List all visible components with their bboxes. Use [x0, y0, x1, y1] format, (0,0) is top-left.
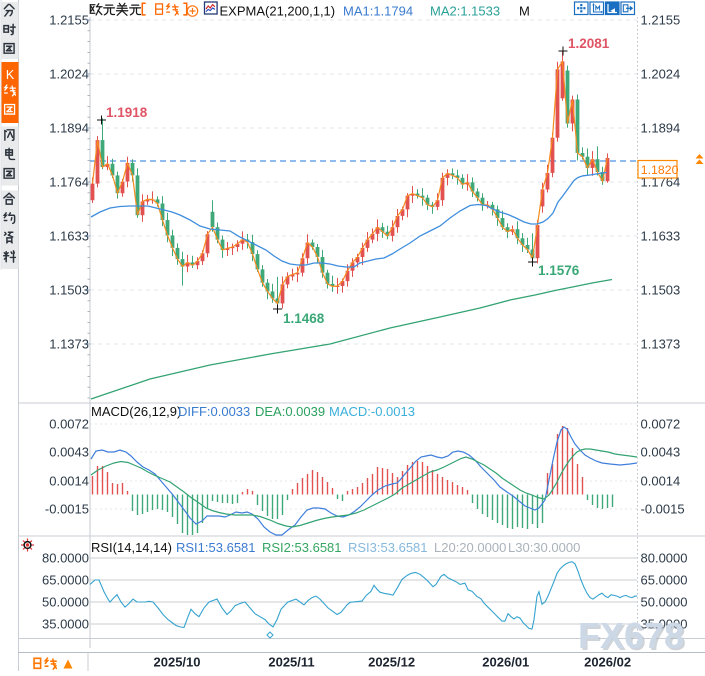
svg-text:L30:30.0000: L30:30.0000: [508, 540, 580, 555]
svg-text:1.1373: 1.1373: [641, 337, 681, 352]
svg-text:1.1918: 1.1918: [106, 105, 148, 120]
svg-text:1.1503: 1.1503: [49, 283, 89, 298]
svg-text:EXPMA(21,200,1,1): EXPMA(21,200,1,1): [220, 4, 336, 19]
svg-text:DEA:0.0039: DEA:0.0039: [255, 404, 325, 419]
svg-text:1.1894: 1.1894: [49, 121, 89, 136]
svg-text:1.1633: 1.1633: [641, 229, 681, 244]
svg-text:MA2:1.1533: MA2:1.1533: [430, 4, 500, 19]
svg-text:1.1576: 1.1576: [538, 263, 580, 278]
svg-text:1.2024: 1.2024: [641, 67, 681, 82]
svg-text:0.0043: 0.0043: [641, 445, 681, 460]
svg-text:RSI1:53.6581: RSI1:53.6581: [176, 540, 256, 555]
svg-text:1.1820: 1.1820: [641, 163, 679, 177]
svg-text:1.1764: 1.1764: [49, 175, 89, 190]
svg-text:K: K: [6, 68, 15, 82]
svg-text:1.2155: 1.2155: [641, 13, 681, 28]
svg-text:65.0000: 65.0000: [641, 573, 688, 588]
svg-text:0.0014: 0.0014: [641, 474, 681, 489]
svg-text:80.0000: 80.0000: [42, 551, 89, 566]
svg-text:RSI(14,14,14): RSI(14,14,14): [91, 540, 172, 555]
svg-text:1.2081: 1.2081: [568, 36, 610, 51]
svg-text:2026/01: 2026/01: [482, 655, 529, 670]
svg-text:DIFF:0.0033: DIFF:0.0033: [178, 404, 250, 419]
svg-text:RSI3:53.6581: RSI3:53.6581: [348, 540, 428, 555]
svg-text:0.0014: 0.0014: [49, 474, 89, 489]
svg-text:1.1633: 1.1633: [49, 229, 89, 244]
svg-text:1.1503: 1.1503: [641, 283, 681, 298]
svg-text:2025/10: 2025/10: [154, 655, 201, 670]
svg-text:L20:20.0000: L20:20.0000: [434, 540, 506, 555]
svg-text:1.1894: 1.1894: [641, 121, 681, 136]
svg-text:MACD:-0.0013: MACD:-0.0013: [329, 404, 415, 419]
svg-text:35.0000: 35.0000: [641, 617, 688, 632]
svg-text:1.1373: 1.1373: [49, 337, 89, 352]
svg-text:1.2155: 1.2155: [49, 13, 89, 28]
svg-text:MACD(26,12,9): MACD(26,12,9): [91, 404, 181, 419]
svg-text:0.0072: 0.0072: [49, 417, 89, 432]
svg-text:MA1:1.1794: MA1:1.1794: [343, 4, 413, 19]
svg-text:80.0000: 80.0000: [641, 551, 688, 566]
svg-text:FX678: FX678: [580, 617, 686, 658]
svg-text:-0.0015: -0.0015: [45, 502, 89, 517]
svg-text:35.0000: 35.0000: [42, 617, 89, 632]
svg-text:2026/02: 2026/02: [584, 655, 631, 670]
svg-text:50.0000: 50.0000: [42, 595, 89, 610]
svg-text:-0.0015: -0.0015: [641, 502, 685, 517]
svg-text:50.0000: 50.0000: [641, 595, 688, 610]
svg-text:65.0000: 65.0000: [42, 573, 89, 588]
svg-text:1.2024: 1.2024: [49, 67, 89, 82]
svg-text:0.0043: 0.0043: [49, 445, 89, 460]
svg-text:0.0072: 0.0072: [641, 417, 681, 432]
svg-text:2025/11: 2025/11: [268, 655, 314, 670]
svg-text:1.1468: 1.1468: [283, 311, 325, 326]
svg-text:M: M: [519, 4, 530, 19]
svg-text:FX678: FX678: [578, 615, 684, 656]
svg-text:RSI2:53.6581: RSI2:53.6581: [262, 540, 342, 555]
svg-text:2025/12: 2025/12: [368, 655, 415, 670]
